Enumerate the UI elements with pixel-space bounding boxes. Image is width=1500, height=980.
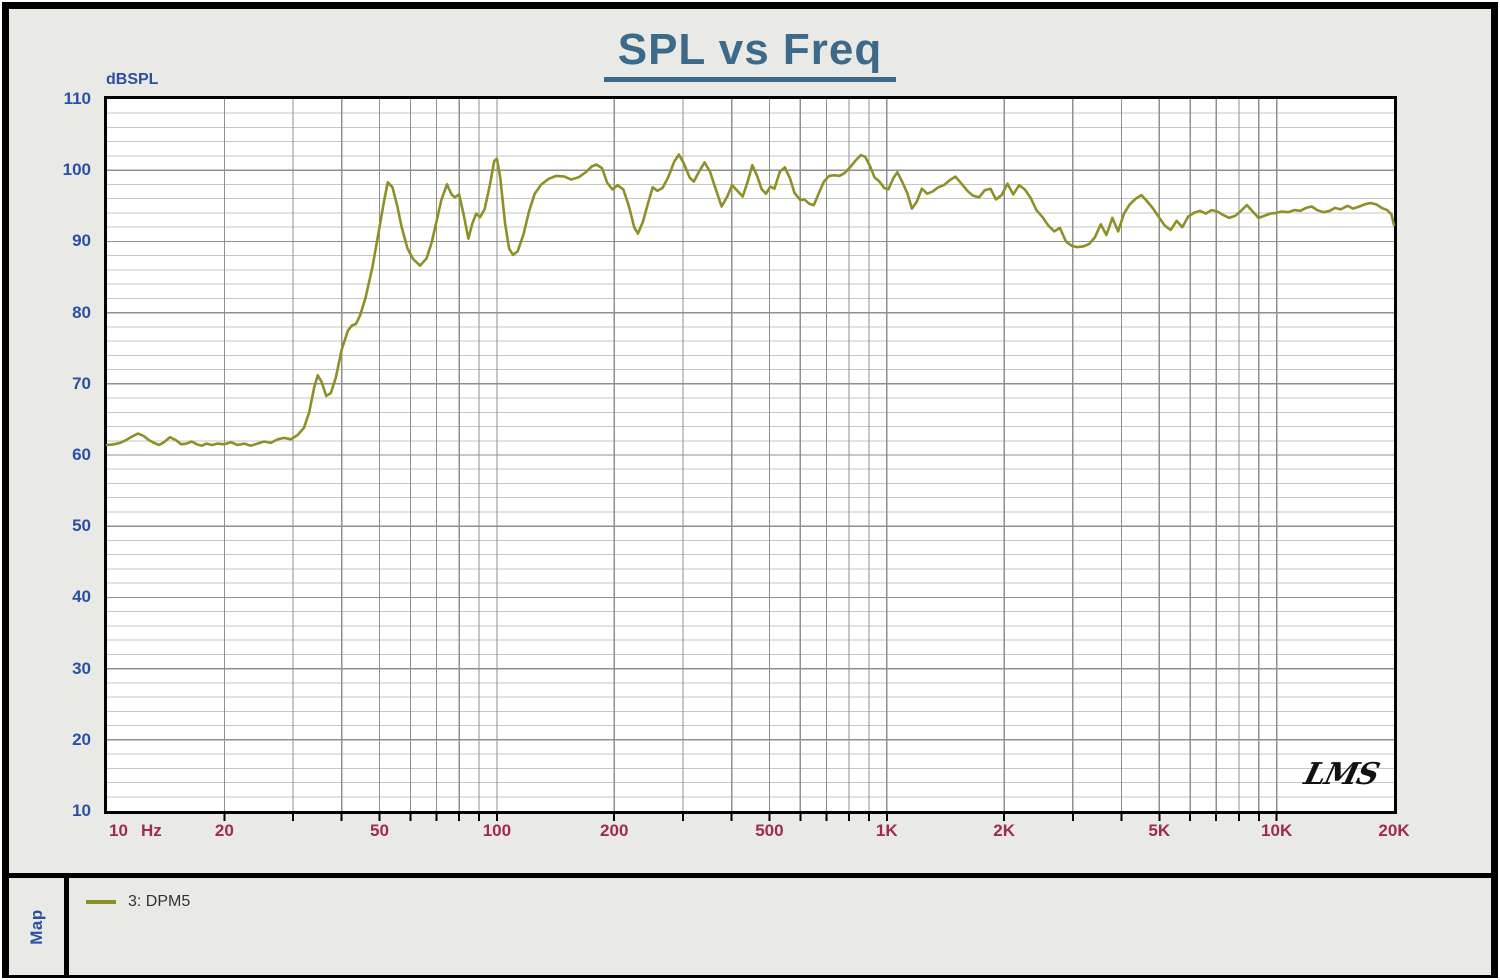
- spl-curve: [105, 153, 1396, 448]
- y-tick-label: 70: [72, 373, 91, 393]
- x-tick-label: 500: [755, 821, 784, 840]
- bottom-panel: Map 3: DPM5: [9, 878, 1491, 975]
- x-axis-unit-label: Hz: [141, 821, 162, 840]
- legend-label: 3: DPM5: [128, 893, 191, 910]
- x-tick-label: 2K: [993, 821, 1015, 840]
- chart-title: SPL vs Freq: [9, 25, 1491, 82]
- y-tick-label: 50: [72, 516, 91, 536]
- y-tick-label: 30: [72, 658, 91, 678]
- y-axis-unit-label: dBSPL: [106, 71, 159, 88]
- lms-signature: LMS: [1300, 757, 1383, 792]
- y-tick-label: 80: [72, 302, 91, 322]
- legend: 3: DPM5: [74, 878, 1491, 975]
- x-tick-label: 10: [109, 821, 128, 840]
- y-tick-label: 10: [72, 801, 91, 820]
- x-tick-label: 200: [600, 821, 629, 840]
- x-tick-label: 50: [370, 821, 389, 840]
- y-tick-label: 40: [72, 587, 91, 607]
- y-tick-label: 110: [63, 89, 91, 108]
- x-tick-label: 10K: [1261, 821, 1293, 840]
- legend-swatch: [86, 900, 116, 904]
- y-tick-label: 20: [72, 729, 91, 749]
- grid-svg: [105, 99, 1396, 821]
- x-tick-label: 1K: [875, 821, 898, 840]
- x-tick-label: 20: [214, 821, 234, 840]
- y-tick-label: 90: [72, 231, 91, 251]
- chart-panel: SPL vs Freq dBSPL 110 100 90 80 70 60 50 40 30 20…: [9, 9, 1491, 873]
- plot-area: [104, 96, 1397, 821]
- x-axis-labels: Hz 10 20 50 100 200 500 1K 2K 5K 10K 20K: [107, 821, 1410, 847]
- map-tab[interactable]: Map: [9, 878, 69, 975]
- y-axis-labels: 110 100 90 80 70 60 50 40 30 20 10: [9, 89, 97, 820]
- x-tick-label: 5K: [1148, 821, 1171, 840]
- map-tab-label: Map: [26, 908, 46, 945]
- y-tick-label: 100: [62, 160, 91, 180]
- y-tick-label: 60: [72, 445, 91, 464]
- x-tick-label: 100: [482, 821, 512, 840]
- legend-item[interactable]: 3: DPM5: [86, 891, 190, 913]
- chart-title-text: SPL vs Freq: [603, 25, 897, 82]
- x-tick-label: 20K: [1378, 821, 1410, 840]
